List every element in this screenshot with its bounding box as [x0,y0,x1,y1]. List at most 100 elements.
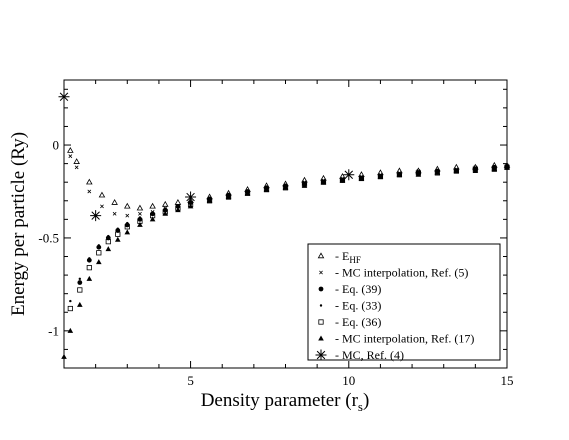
data-point [491,166,498,172]
data-point [161,200,169,207]
data-point [73,158,80,164]
data-point [111,199,118,205]
y-axis-label: Energy per particle (Ry) [8,132,29,316]
x-tick-label: 5 [187,373,194,388]
data-point [112,211,117,216]
axis-ticks: 5 10 15 -1 -0.5 0 [38,80,514,388]
series-1 [68,154,509,218]
legend: - EHF- MC interpolation, Ref. (5) - Eq. (… [315,249,474,362]
data-point [124,224,130,230]
data-point [86,178,93,185]
data-point [301,182,308,188]
data-point [67,327,74,333]
data-point [77,280,83,285]
legend-entry: - MC, Ref. (4) [315,348,404,362]
y-tick-label: 0 [53,138,60,153]
data-point [175,207,181,213]
data-point [90,210,102,222]
data-point [105,246,112,252]
data-point [58,91,70,103]
data-point [96,250,102,256]
data-point [434,169,441,175]
data-point [87,189,92,194]
legend-label: - MC interpolation, Ref. (17) [335,332,474,346]
legend-marker [317,252,325,259]
data-point [98,191,106,198]
legend-entry: - Eq. (39) [318,282,381,296]
data-point [68,154,73,159]
data-point [115,231,121,237]
data-point [301,176,308,183]
data-point [149,216,156,222]
data-point [86,265,92,271]
legend-entry: - Eq. (33) [319,299,381,313]
data-point [137,221,143,227]
legend-label: - Eq. (39) [335,282,381,296]
data-point [105,239,111,245]
data-point [244,190,251,196]
legend-box [307,243,501,361]
data-point [453,168,460,174]
data-series [58,91,511,359]
legend-marker [318,335,324,341]
x-tick-label: 10 [342,373,355,388]
data-point [124,229,131,235]
data-point [96,259,102,265]
data-point [74,165,79,170]
data-point [282,184,289,190]
data-point [174,199,182,205]
data-point [187,203,194,209]
legend-marker [318,319,324,325]
data-point [100,204,104,209]
data-point [124,202,131,209]
legend-entry: - Eq. (36) [318,315,381,329]
data-point [149,202,156,209]
data-point [61,353,67,359]
legend-entry: - MC interpolation, Ref. (17) [318,332,474,346]
data-point [86,257,92,263]
legend-label: - EHF [335,249,361,265]
data-point [206,197,213,203]
legend-label: - Eq. (36) [335,315,381,329]
legend-marker [318,286,324,292]
data-point [114,236,121,242]
legend-label: - MC, Ref. (4) [335,348,404,362]
data-point [96,244,102,250]
legend-label: - Eq. (33) [335,299,381,313]
data-point [138,216,142,219]
legend-label: - MC interpolation, Ref. (5) [335,266,468,280]
data-point [339,177,346,183]
data-point [126,221,129,225]
data-point [88,257,91,260]
data-point [343,169,355,181]
data-point [69,299,72,303]
legend-entry: - MC interpolation, Ref. (5) [319,266,468,280]
y-tick-label: -1 [48,323,59,338]
series-5 [61,164,510,359]
series-0 [67,146,511,211]
data-point [396,171,403,177]
legend-entry: - EHF [317,249,361,265]
data-point [472,168,479,174]
data-point [263,186,270,192]
data-point [77,287,83,293]
data-point [358,175,365,181]
data-point [225,194,232,200]
data-point [415,171,422,177]
data-point [97,244,101,247]
legend-marker [319,304,323,307]
data-point [116,227,119,230]
data-point [67,146,74,153]
x-tick-label: 15 [501,373,514,388]
x-axis-label: Density parameter (rs) [201,390,370,414]
legend-marker [319,270,323,275]
data-point [138,211,142,216]
data-point [185,191,197,203]
data-point [77,301,83,307]
y-tick-label: -0.5 [38,230,59,245]
data-point [107,234,110,238]
data-point [78,277,82,281]
data-point [86,275,93,281]
legend-marker [315,349,327,361]
